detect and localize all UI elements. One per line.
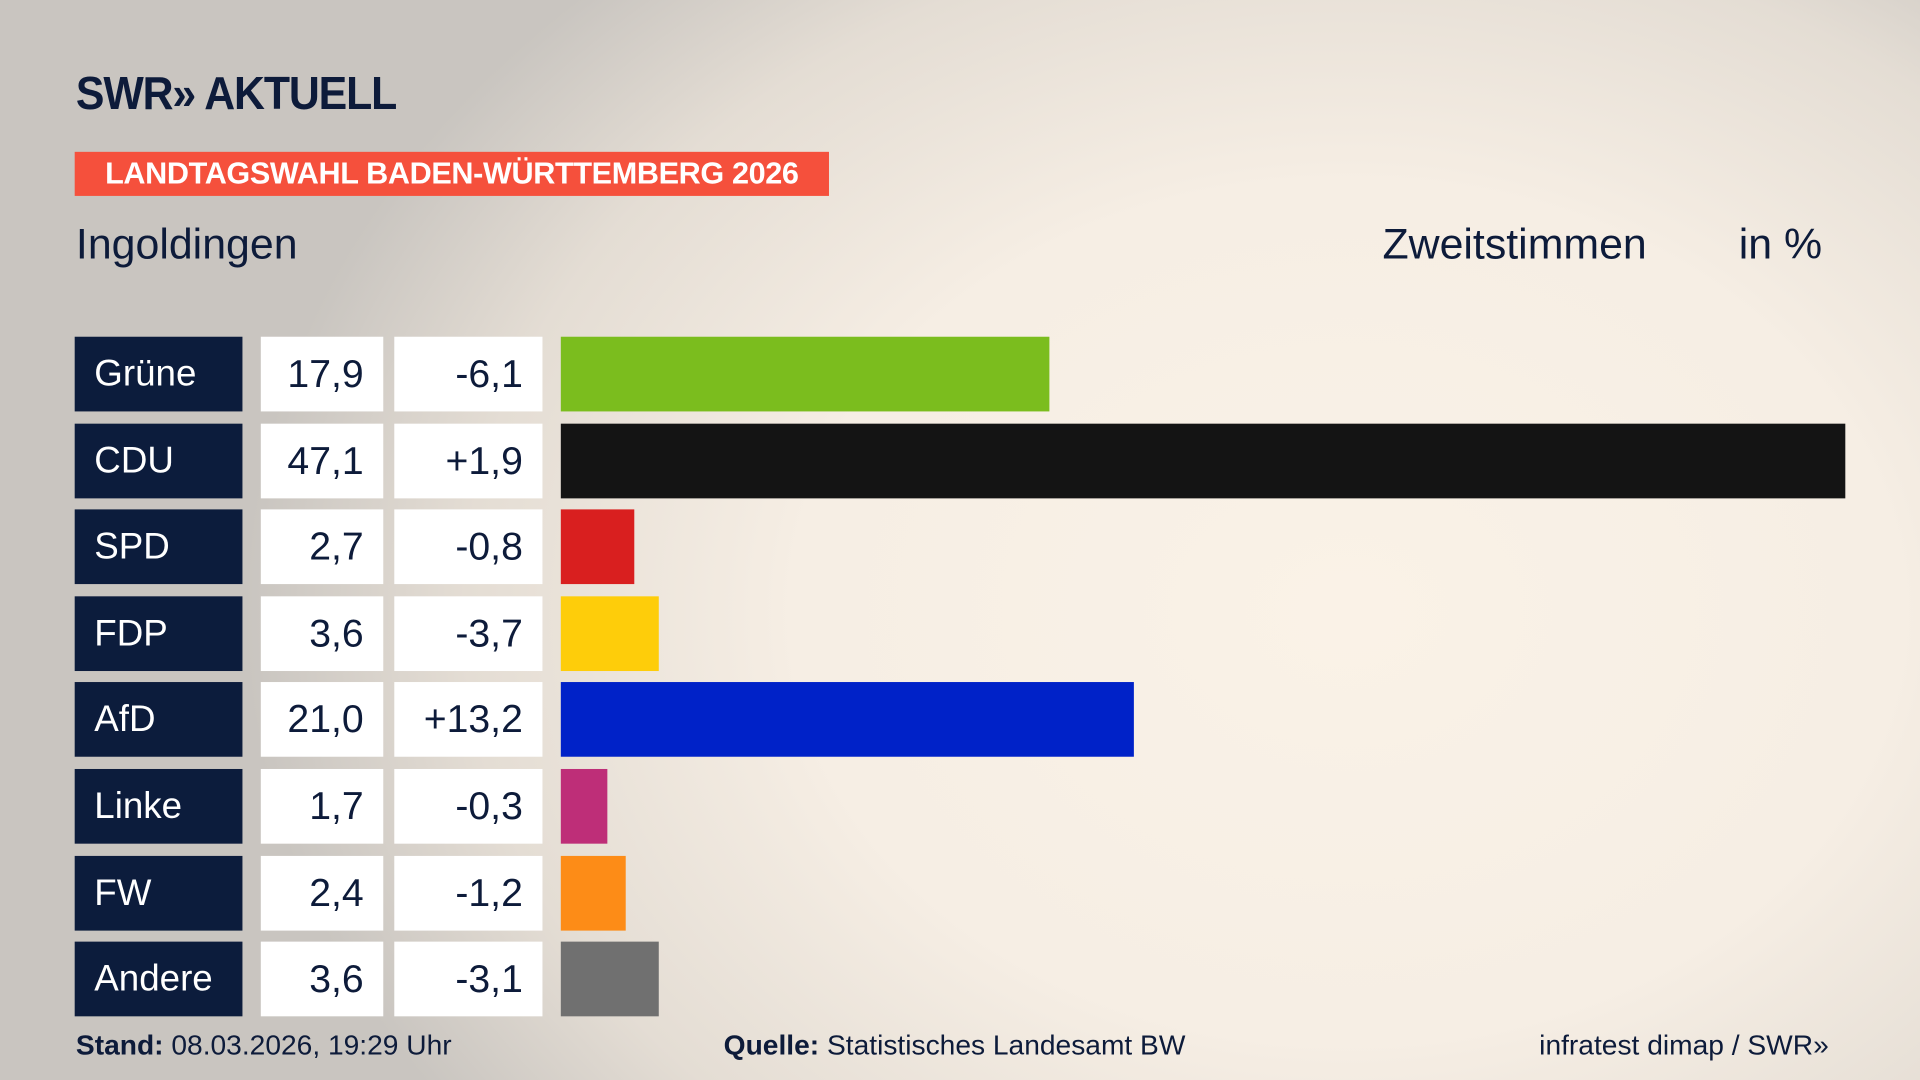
value-label: 3,6 — [260, 941, 384, 1017]
value-label: 21,0 — [260, 682, 384, 758]
source-value: Statistisches Landesamt BW — [826, 1028, 1186, 1061]
bar — [560, 423, 1846, 498]
bar — [560, 336, 1049, 412]
diff-label: -0,3 — [394, 768, 543, 844]
stand-label: Stand: — [75, 1028, 164, 1061]
credit: infratest dimap / SWR» — [1539, 1028, 1829, 1061]
party-label: Andere — [74, 941, 243, 1017]
metric-label: Zweitstimmen — [1382, 220, 1647, 269]
party-label: CDU — [74, 423, 243, 498]
bar — [560, 509, 635, 585]
bar — [560, 768, 608, 844]
election-banner: LANDTAGSWAHL BADEN-WÜRTTEMBERG 2026 — [74, 151, 829, 196]
value-label: 47,1 — [260, 423, 384, 498]
party-label: FDP — [74, 596, 243, 671]
region-title: Ingoldingen — [75, 220, 298, 269]
bar — [560, 596, 659, 671]
value-label: 17,9 — [260, 336, 384, 412]
swr-aktuell-logo: SWR» AKTUELL — [75, 68, 397, 121]
timestamp: Stand: 08.03.2026, 19:29 Uhr — [76, 1029, 452, 1062]
value-label: 2,7 — [260, 509, 384, 585]
diff-label: -0,8 — [394, 509, 543, 585]
value-label: 2,4 — [260, 855, 384, 931]
value-label: 1,7 — [260, 768, 384, 844]
party-label: SPD — [74, 509, 243, 585]
diff-label: -1,2 — [394, 855, 543, 931]
diff-label: +13,2 — [394, 682, 543, 758]
unit-label: in % — [1738, 220, 1823, 269]
diff-label: +1,9 — [394, 423, 543, 498]
diff-label: -3,7 — [394, 596, 543, 671]
stand-value: 08.03.2026, 19:29 Uhr — [171, 1028, 452, 1061]
source-label: Quelle: — [723, 1028, 820, 1061]
diff-label: -3,1 — [394, 941, 543, 1017]
party-label: AfD — [74, 682, 243, 758]
party-label: Linke — [74, 768, 243, 844]
party-label: Grüne — [74, 336, 243, 412]
value-label: 3,6 — [260, 596, 384, 671]
source: Quelle: Statistisches Landesamt BW — [724, 1029, 1186, 1062]
bar — [560, 855, 627, 931]
bar — [560, 682, 1134, 758]
bar — [560, 941, 659, 1017]
diff-label: -6,1 — [394, 336, 543, 412]
party-label: FW — [74, 855, 243, 931]
